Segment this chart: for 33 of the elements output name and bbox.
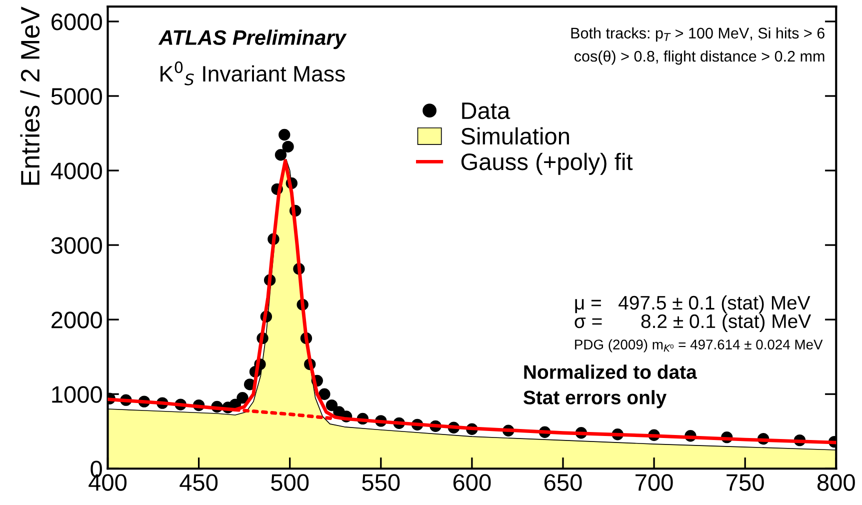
annotation: σ = 8.2 ± 0.1 (stat) MeV [574, 314, 812, 332]
point [274, 149, 287, 161]
y-axis-title: Entries / 2 MeV [20, 6, 40, 185]
point [318, 388, 330, 400]
x-tick-label: 450 [180, 474, 218, 491]
annotation: K$^{0}$$_{S}$ Invariant Mass [160, 61, 345, 86]
annotation: PDG (2009) m$_{K⁰}$ = 497.614 ± 0.024 MeV [575, 339, 823, 352]
x-tick-label: 500 [271, 474, 309, 491]
x-tick-label: 550 [362, 474, 400, 491]
annotation: Stat errors only [523, 390, 667, 408]
x-tick-label: 600 [453, 474, 491, 491]
x-tick-label: 700 [636, 474, 673, 491]
point [326, 399, 338, 412]
point [282, 140, 294, 153]
annotation: Both tracks: p$_{T}$ > 100 MeV, Si hits > 6 [571, 27, 824, 42]
x-tick-label: 750 [726, 474, 764, 491]
legend-label: Gauss (+poly) fit [461, 152, 633, 175]
annotation: ATLAS Preliminary [158, 30, 347, 50]
y-tick-label: 6000 [52, 14, 102, 30]
annotation: μ = 497.5 ± 0.1 (stat) MeV [575, 295, 810, 314]
y-tick-label: 1000 [52, 386, 102, 403]
y-tick-label: 2000 [52, 312, 102, 328]
legend-label: Simulation [461, 127, 569, 145]
x-tick-label: 800 [817, 474, 855, 491]
point [236, 392, 248, 404]
point [278, 128, 290, 141]
annotation: Normalized to data [524, 364, 697, 379]
legend-label: Data [462, 102, 510, 120]
y-tick-label: 4000 [50, 162, 102, 180]
x-tick-label: 650 [544, 474, 582, 491]
y-tick-label: 5000 [51, 88, 102, 105]
y-tick-label: 3000 [51, 237, 102, 254]
annotation: cos(θ) > 0.8, flight distance > 0.2 mm [574, 50, 824, 65]
